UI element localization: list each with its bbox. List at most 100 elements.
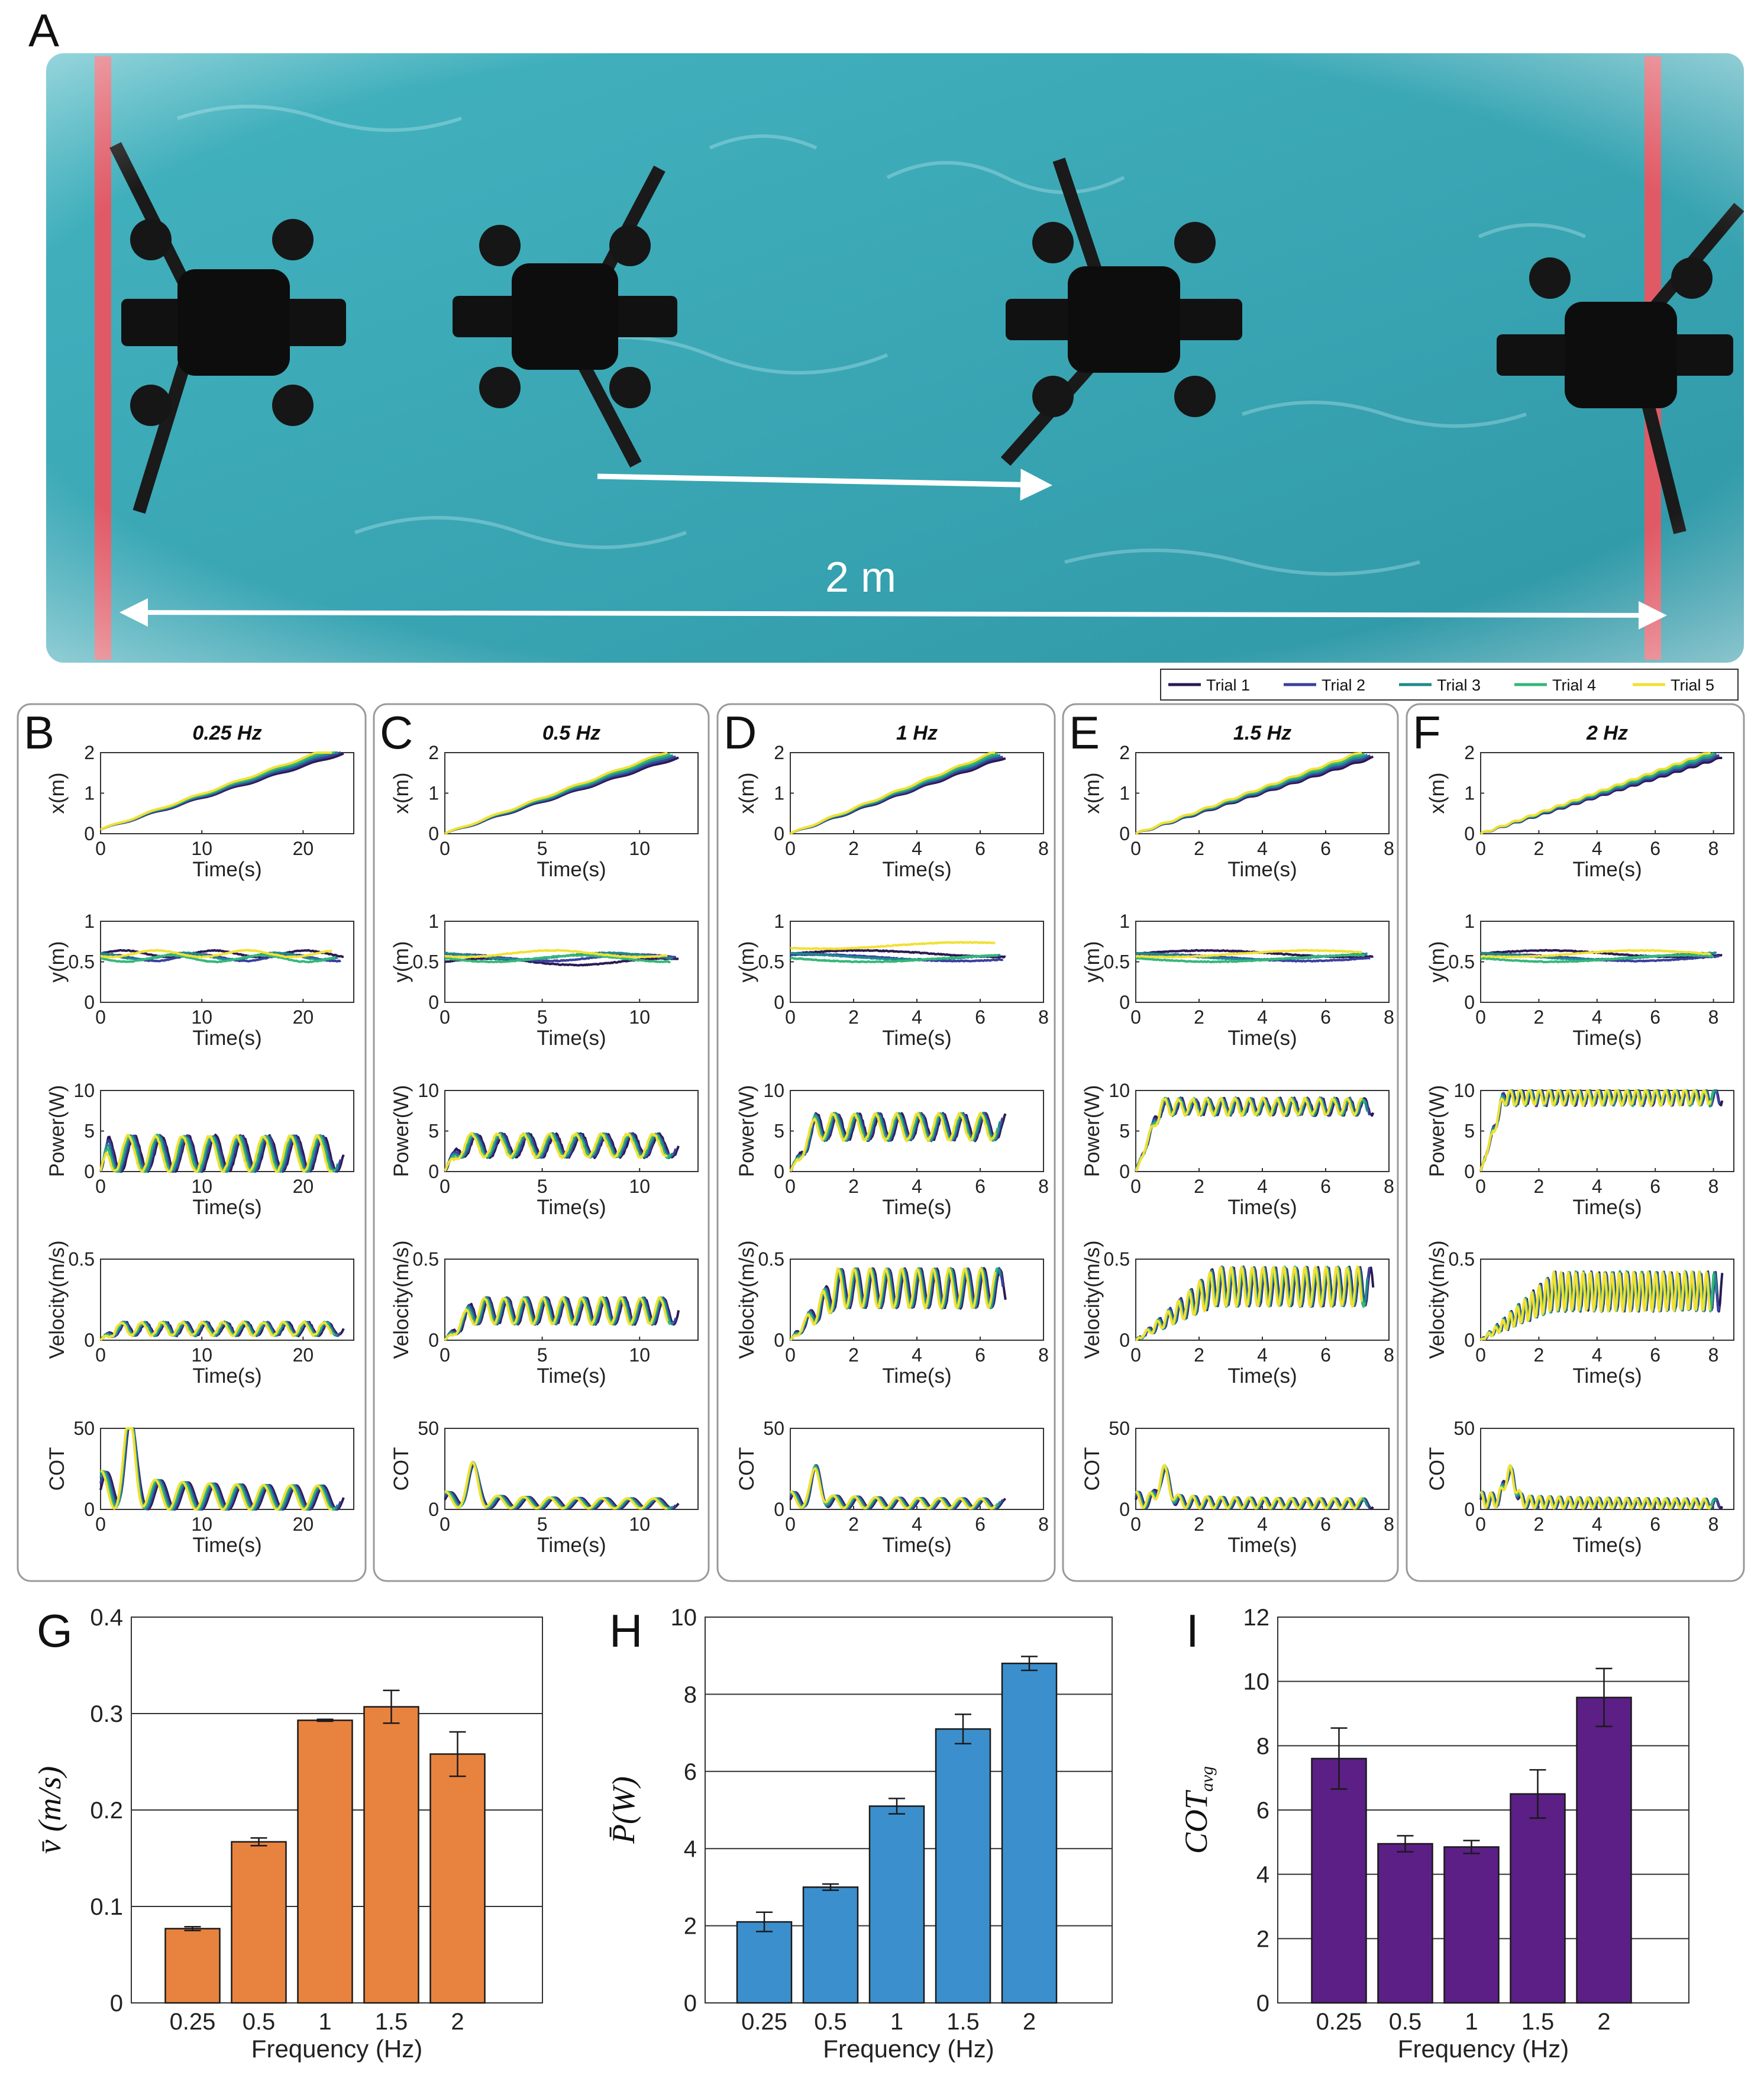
x-tick-label: 6 <box>1320 838 1331 859</box>
x-tick-label: 8 <box>1384 1176 1394 1197</box>
y-axis-label: COTavg <box>1178 1766 1217 1854</box>
x-tick-label: 0 <box>1475 838 1486 859</box>
x-tick-label: 0 <box>440 1006 450 1028</box>
y-axis-label: Power(W) <box>1081 1085 1104 1177</box>
x-tick-label: 4 <box>1257 838 1268 859</box>
y-tick-label: 50 <box>1109 1418 1130 1439</box>
x-axis-label: Time(s) <box>537 1196 606 1219</box>
series-trial-5 <box>100 1427 332 1511</box>
x-axis-label: Time(s) <box>537 1534 606 1557</box>
bar-0.5 <box>231 1841 287 2004</box>
y-tick-label: 0 <box>1119 992 1130 1013</box>
panel-label: F <box>1413 706 1441 759</box>
panel-title: 1 Hz <box>896 722 938 744</box>
panel-title: 0.25 Hz <box>192 722 261 744</box>
x-tick-label: 0 <box>1130 838 1141 859</box>
bar-1.5 <box>1510 1793 1566 2004</box>
x-tick-label: 2 <box>1597 2009 1610 2035</box>
y-tick-label: 0 <box>1119 1330 1130 1351</box>
panel-label: C <box>380 706 413 759</box>
y-tick-label: 1 <box>1464 783 1475 804</box>
y-tick-label: 0.5 <box>69 1248 95 1270</box>
y-axis-label: Power(W) <box>46 1085 69 1177</box>
series-trial-5 <box>790 1467 996 1510</box>
bar-0.25 <box>164 1928 221 2004</box>
subplot-cot: 0 2 4 6 8 0 50 Time(s) COT <box>1426 1418 1734 1557</box>
y-tick-label: 50 <box>418 1418 439 1439</box>
x-tick-label: 0 <box>1475 1176 1486 1197</box>
x-axis-label: Time(s) <box>882 1534 951 1557</box>
series-trial-5 <box>99 1320 333 1341</box>
bar-chart-i: I 0 2 4 6 8 10 12 0.25 0.5 1 1.5 2 Frequency (Hz) COTa… <box>1178 1605 1689 2063</box>
bar-1.5 <box>935 1728 991 2004</box>
subplot-cot: 0 10 20 0 50 Time(s) COT <box>46 1418 354 1557</box>
y-tick-label: 0 <box>774 1499 784 1520</box>
series-trial-5 <box>1135 751 1362 835</box>
y-tick-label: 0 <box>428 1499 439 1520</box>
y-axis-label: Velocity(m/s) <box>735 1240 758 1359</box>
x-axis-label: Time(s) <box>1572 858 1642 881</box>
y-tick-label: 4 <box>684 1836 697 1862</box>
y-axis-label: COT <box>390 1447 413 1491</box>
series-trial-5 <box>444 1296 669 1341</box>
subplot-power: 0 5 10 0 5 10 Time(s) Power(W) <box>390 1080 699 1219</box>
x-tick-label: 4 <box>1257 1006 1268 1028</box>
x-tick-label: 2 <box>848 838 859 859</box>
y-tick-label: 0.5 <box>1449 1248 1475 1270</box>
y-tick-label: 0.5 <box>413 1248 439 1270</box>
x-tick-label: 20 <box>293 1514 314 1535</box>
y-tick-label: 1 <box>428 783 439 804</box>
panel-label: I <box>1186 1605 1199 1657</box>
bar-chart-h: H 0 2 4 6 8 10 0.25 0.5 1 1.5 2 Frequency (Hz) P̄(W) <box>606 1605 1113 2063</box>
y-tick-label: 0.3 <box>90 1701 123 1727</box>
x-tick-label: 6 <box>1320 1344 1331 1366</box>
y-tick-label: 0 <box>84 992 95 1013</box>
x-axis-label: Time(s) <box>882 1027 951 1050</box>
y-tick-label: 8 <box>1256 1733 1269 1759</box>
series-trial-5 <box>1135 1464 1362 1510</box>
series-trial-4 <box>444 953 671 964</box>
x-tick-label: 8 <box>1708 1514 1719 1535</box>
x-tick-label: 0 <box>785 838 796 859</box>
subplot-velocity: 0 2 4 6 8 0 0.5 Time(s) Velocity(m/s) <box>1081 1240 1394 1388</box>
y-tick-label: 0.5 <box>758 1248 784 1270</box>
x-tick-label: 5 <box>537 1344 548 1366</box>
x-axis-label: Time(s) <box>1572 1534 1642 1557</box>
y-axis-label: P̄(W) <box>606 1776 641 1844</box>
x-tick-label: 8 <box>1708 1344 1719 1366</box>
subplot-y: 0 2 4 6 8 0 0.5 1 Time(s) y(m) <box>735 911 1049 1050</box>
y-tick-label: 0.5 <box>1449 951 1475 973</box>
x-tick-label: 6 <box>1650 1514 1660 1535</box>
x-tick-label: 0 <box>440 1514 450 1535</box>
x-tick-label: 4 <box>912 1176 922 1197</box>
x-tick-label: 0 <box>1130 1006 1141 1028</box>
y-axis-label: Velocity(m/s) <box>1426 1240 1449 1359</box>
x-tick-label: 4 <box>912 838 922 859</box>
panel-label: D <box>723 706 757 759</box>
y-axis-label: COT <box>735 1447 758 1491</box>
x-tick-label: 4 <box>1257 1514 1268 1535</box>
x-tick-label: 2 <box>451 2009 464 2035</box>
axes-box <box>444 1090 699 1172</box>
y-tick-label: 10 <box>1453 1080 1475 1101</box>
bar-0.25 <box>736 1921 793 2004</box>
x-tick-label: 0 <box>1130 1514 1141 1535</box>
y-tick-label: 0 <box>428 1161 439 1182</box>
x-tick-label: 2 <box>1533 1514 1544 1535</box>
y-tick-label: 0 <box>428 823 439 844</box>
x-tick-label: 0 <box>1130 1176 1141 1197</box>
y-axis-label: Power(W) <box>735 1085 758 1177</box>
legend-label-trial-1: Trial 1 <box>1206 676 1250 694</box>
y-tick-label: 10 <box>1243 1669 1270 1695</box>
series-trial-4 <box>444 1132 671 1172</box>
y-tick-label: 0 <box>774 1330 784 1351</box>
y-tick-label: 0.5 <box>1104 1248 1130 1270</box>
x-tick-label: 8 <box>1038 1176 1049 1197</box>
x-tick-label: 4 <box>1592 1176 1603 1197</box>
subplot-x: 0 2 4 6 8 0 1 2 Time(s) x(m) <box>735 742 1049 881</box>
axes-box <box>444 1428 699 1510</box>
subplot-velocity: 0 2 4 6 8 0 0.5 Time(s) Velocity(m/s) <box>1426 1240 1734 1388</box>
x-axis-label: Time(s) <box>192 1364 261 1388</box>
subplot-velocity: 0 2 4 6 8 0 0.5 Time(s) Velocity(m/s) <box>735 1240 1049 1388</box>
subplot-y: 0 2 4 6 8 0 0.5 1 Time(s) y(m) <box>1426 911 1734 1050</box>
